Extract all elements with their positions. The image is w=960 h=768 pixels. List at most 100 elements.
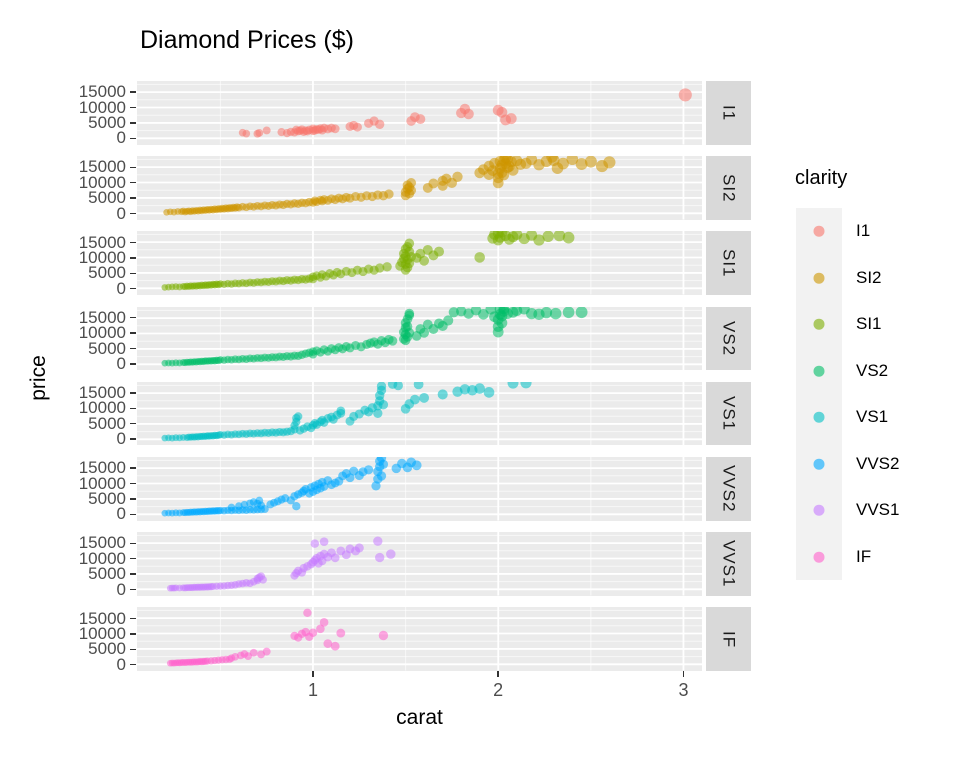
data-point — [257, 501, 266, 510]
y-tick-label: 5000 — [88, 188, 126, 208]
legend-dot-icon — [813, 318, 825, 330]
x-axis-title: carat — [396, 706, 443, 729]
facet-panel-SI1 — [137, 231, 702, 295]
y-tick-mark — [130, 166, 136, 169]
scatter-plot-I1 — [137, 81, 702, 145]
data-point — [419, 256, 430, 267]
data-point — [406, 178, 417, 188]
y-tick-label: 15000 — [78, 533, 126, 553]
data-point — [533, 234, 545, 247]
y-tick-mark — [130, 438, 136, 440]
y-tick-label: 15000 — [78, 232, 126, 252]
data-point — [410, 394, 420, 405]
y-tick-mark — [130, 573, 136, 575]
data-point — [505, 113, 517, 125]
y-tick-mark — [130, 122, 136, 124]
data-point — [428, 178, 439, 189]
data-point — [433, 246, 445, 258]
data-point — [330, 124, 340, 134]
y-tick-mark — [130, 663, 136, 666]
data-point — [678, 88, 692, 102]
facet-strip-VS1: VS1 — [706, 381, 751, 446]
data-point — [419, 392, 430, 403]
data-point — [336, 406, 346, 416]
y-tick-mark — [130, 363, 136, 365]
legend-dot-icon — [813, 458, 825, 470]
data-point — [345, 473, 355, 483]
facet-strip-label: VS1 — [719, 395, 739, 432]
y-tick-mark — [130, 316, 136, 319]
data-point — [242, 129, 251, 138]
data-point — [540, 306, 553, 318]
legend-key-VS2 — [796, 347, 842, 394]
data-point — [378, 399, 389, 410]
data-point — [382, 262, 392, 272]
data-point — [507, 164, 519, 176]
x-tick-label: 2 — [493, 679, 504, 700]
scatter-plot-VS2 — [137, 306, 702, 371]
data-point — [566, 156, 579, 166]
y-tick-label: 0 — [116, 203, 126, 223]
data-point — [520, 381, 532, 389]
data-point — [376, 381, 387, 391]
data-point — [507, 381, 519, 389]
y-tick-mark — [130, 212, 136, 215]
data-point — [549, 307, 562, 319]
legend-dot-icon — [813, 225, 825, 237]
data-point — [259, 575, 267, 584]
data-point — [413, 381, 424, 390]
y-tick-label: 15000 — [78, 458, 126, 478]
data-point — [415, 114, 426, 125]
facet-strip-VS2: VS2 — [706, 306, 751, 371]
legend-label-SI1: SI1 — [856, 314, 882, 334]
y-tick-mark — [130, 422, 136, 425]
data-point — [443, 315, 454, 326]
data-point — [406, 185, 417, 196]
y-tick-label: 5000 — [88, 639, 126, 659]
data-point — [364, 465, 374, 475]
y-tick-mark — [130, 272, 136, 275]
legend-key-VVS1 — [796, 487, 842, 534]
data-point — [575, 158, 588, 171]
y-tick-label: 15000 — [78, 157, 126, 177]
y-tick-label: 5000 — [88, 338, 126, 358]
legend-label-VS1: VS1 — [856, 407, 889, 427]
facet-panel-IF — [137, 607, 702, 671]
y-tick-label: 5000 — [88, 488, 126, 508]
data-point — [294, 412, 303, 421]
y-tick-mark — [130, 498, 136, 500]
y-tick-mark — [130, 467, 136, 469]
y-tick-label: 0 — [116, 278, 126, 298]
y-tick-mark — [130, 513, 136, 516]
y-tick-mark — [130, 633, 136, 635]
facet-strip-label: SI1 — [719, 248, 739, 278]
data-point — [336, 629, 346, 638]
y-tick-label: 10000 — [78, 398, 126, 418]
data-point — [404, 308, 415, 319]
y-tick-label: 10000 — [78, 323, 126, 343]
data-point — [316, 624, 325, 634]
data-point — [384, 189, 394, 200]
data-point — [387, 335, 398, 346]
y-tick-mark — [130, 241, 136, 244]
facet-strip-VVS1: VVS1 — [706, 532, 751, 596]
facet-strip-label: SI2 — [719, 173, 739, 203]
plot-title: Diamond Prices ($) — [140, 26, 354, 54]
data-point — [411, 460, 422, 471]
facet-panel-VS2 — [137, 306, 702, 371]
y-tick-label: 5000 — [88, 112, 126, 132]
legend-key-IF — [796, 533, 842, 580]
y-tick-mark — [130, 287, 136, 290]
y-tick-label: 5000 — [88, 263, 126, 283]
data-point — [249, 649, 258, 657]
data-point — [354, 543, 364, 553]
x-tick-label: 1 — [307, 679, 318, 700]
data-point — [603, 156, 616, 169]
facet-strip-SI2: SI2 — [706, 156, 751, 220]
legend-dot-icon — [813, 365, 825, 377]
y-tick-mark — [130, 106, 136, 109]
data-point — [303, 608, 312, 618]
data-point — [373, 536, 383, 547]
y-tick-mark — [130, 91, 136, 93]
